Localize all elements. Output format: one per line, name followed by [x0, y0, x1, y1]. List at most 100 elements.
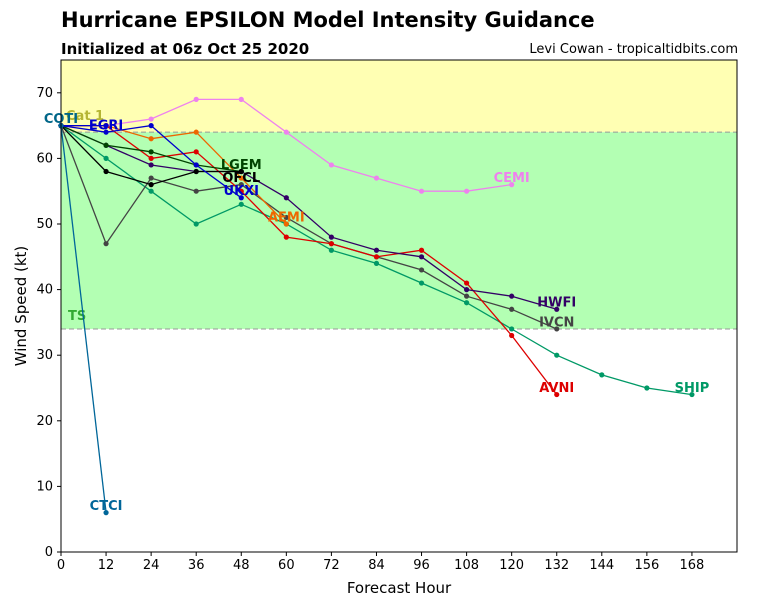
- x-tick-label: 60: [278, 558, 295, 573]
- x-tick-label: 156: [634, 558, 659, 573]
- data-point-cemi: [418, 188, 425, 194]
- data-point-ivcn: [554, 326, 560, 332]
- data-point-avni: [328, 241, 334, 247]
- series-label-ivcn: IVCN: [539, 315, 574, 330]
- data-point-avni: [148, 155, 154, 161]
- data-point-ship: [509, 326, 515, 332]
- data-point-ship: [644, 385, 650, 391]
- data-point-ivcn: [238, 182, 244, 188]
- data-point-ship: [464, 300, 470, 306]
- band-ts: [61, 132, 737, 329]
- series-label-ship: SHIP: [675, 381, 710, 396]
- series-line-ctci: [60, 125, 107, 513]
- data-point-ship: [103, 155, 109, 161]
- y-tick-label: 70: [36, 86, 53, 101]
- data-point-cemi: [328, 162, 334, 168]
- data-point-ivcn: [103, 241, 109, 247]
- data-point-cemi: [283, 129, 289, 135]
- series-avni: [58, 123, 560, 398]
- data-point-cemi: [148, 116, 154, 122]
- data-point-avni: [418, 247, 425, 253]
- data-point-ship: [193, 221, 199, 227]
- data-point-aemi: [238, 175, 244, 181]
- band-label-cat-1: Cat 1: [66, 109, 104, 124]
- data-point-avni: [193, 149, 199, 155]
- data-point-ship: [554, 352, 560, 358]
- x-tick-label: 72: [323, 558, 340, 573]
- series-line-hwfi: [60, 125, 557, 310]
- band-label-ts: TS: [68, 309, 86, 324]
- data-point-ship: [328, 247, 334, 253]
- y-tick-label: 40: [36, 283, 53, 298]
- series-label-egri: EGRI: [89, 119, 123, 134]
- data-point-lgem: [103, 142, 109, 148]
- data-point-cemi: [373, 175, 380, 181]
- data-point-avni: [509, 332, 515, 339]
- data-point-ship: [689, 391, 695, 398]
- data-point-ukxi: [193, 162, 199, 168]
- series-label-aemi: AEMI: [268, 210, 305, 225]
- data-point-cemi: [464, 188, 470, 194]
- x-tick-label: 24: [143, 558, 160, 573]
- data-point-avni: [283, 234, 289, 240]
- data-point-ivcn: [148, 175, 154, 181]
- data-point-ofcl: [148, 182, 154, 188]
- data-point-avni: [464, 280, 470, 286]
- data-point-hwfi: [509, 293, 515, 299]
- x-tick-label: 96: [413, 558, 430, 573]
- chart-credit: Levi Cowan - tropicaltidbits.com: [529, 42, 738, 57]
- chart-title: Hurricane EPSILON Model Intensity Guidan…: [61, 8, 595, 32]
- y-tick-label: 60: [36, 151, 53, 166]
- data-point-ukxi: [148, 123, 154, 129]
- data-point-ctci: [103, 510, 109, 516]
- data-point-ship: [599, 372, 605, 378]
- x-tick-label: 0: [57, 558, 65, 573]
- data-point-hwfi: [328, 234, 334, 240]
- data-point-ship: [418, 280, 425, 286]
- chart-subtitle: Initialized at 06z Oct 25 2020: [61, 40, 310, 58]
- x-tick-label: 132: [544, 558, 569, 573]
- data-point-ivcn: [509, 306, 515, 312]
- data-point-ukxi: [103, 129, 109, 135]
- data-point-ivcn: [464, 293, 470, 299]
- series-label-ctci: CTCI: [90, 499, 123, 514]
- x-tick-label: 36: [188, 558, 205, 573]
- data-point-ivcn: [418, 267, 425, 273]
- data-point-egri: [103, 123, 109, 129]
- x-tick-label: 48: [233, 558, 250, 573]
- data-point-lgem: [148, 149, 154, 155]
- data-point-avni: [373, 254, 380, 260]
- series-line-ivcn: [60, 125, 557, 330]
- data-point-aemi: [283, 221, 289, 227]
- x-tick-label: 108: [454, 558, 479, 573]
- y-axis-label: Wind Speed (kt): [12, 246, 30, 367]
- data-point-ship: [148, 188, 154, 194]
- x-tick-label: 12: [98, 558, 115, 573]
- data-point-ofcl: [238, 168, 244, 175]
- y-tick-label: 30: [36, 348, 53, 363]
- series-label-ofcl: OFCL: [222, 171, 260, 186]
- y-tick-label: 20: [36, 414, 53, 429]
- data-point-avni: [554, 391, 560, 398]
- y-tick-label: 10: [36, 479, 53, 494]
- series-label-ukxi: UKXI: [224, 184, 260, 199]
- data-point-hwfi: [464, 287, 470, 293]
- data-point-ukxi: [238, 195, 244, 201]
- data-point-ivcn: [193, 188, 199, 194]
- data-point-cemi: [238, 96, 244, 102]
- data-point-hwfi: [418, 254, 425, 260]
- series-label-cemi: CEMI: [494, 171, 530, 186]
- x-tick-label: 84: [368, 558, 385, 573]
- data-point-cemi: [193, 96, 199, 102]
- plot-frame: [60, 59, 738, 553]
- x-tick-label: 168: [680, 558, 705, 573]
- data-point-hwfi: [554, 306, 560, 312]
- x-tick-label: 120: [499, 558, 524, 573]
- data-point-aemi: [148, 136, 154, 142]
- data-point-hwfi: [283, 195, 289, 201]
- data-point-ofcl: [193, 168, 199, 175]
- series-label-avni: AVNI: [539, 381, 574, 396]
- series-ctci: [58, 123, 109, 516]
- x-axis-label: Forecast Hour: [347, 579, 452, 597]
